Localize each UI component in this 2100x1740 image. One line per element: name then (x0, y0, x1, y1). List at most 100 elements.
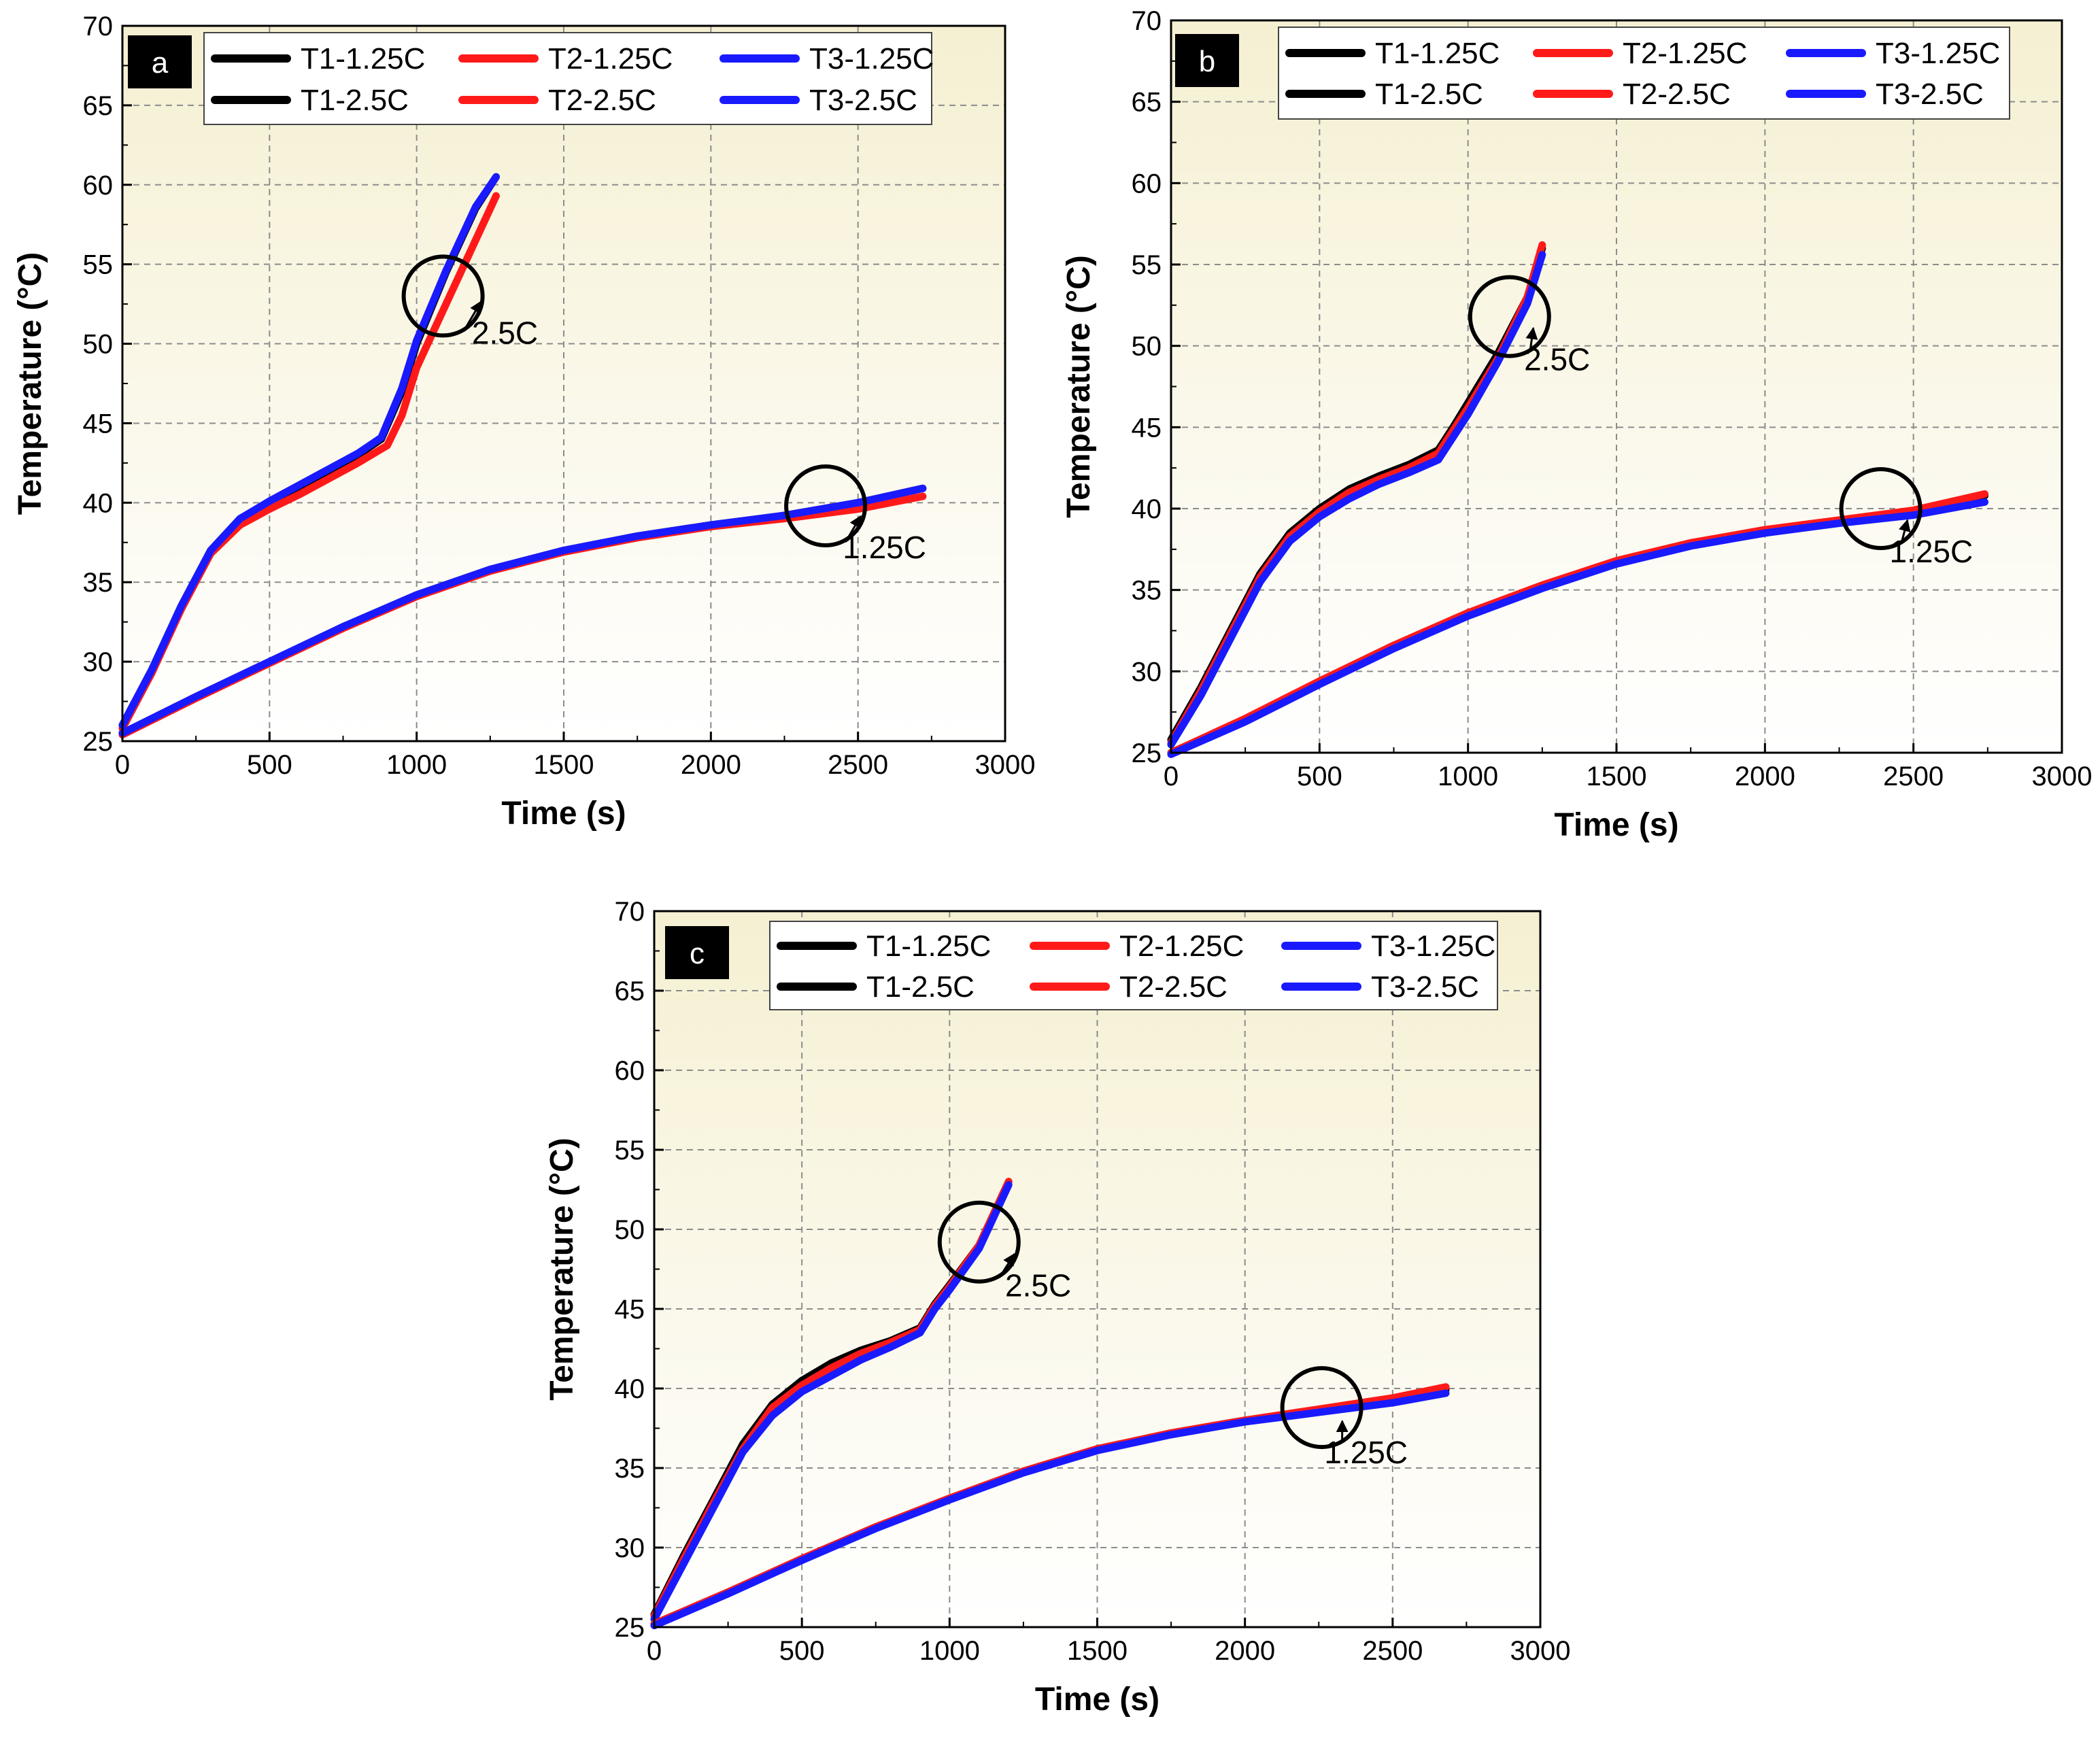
panel-label-box (1175, 34, 1239, 87)
panel-label: c (690, 937, 705, 970)
annotation-arrow (845, 515, 862, 542)
y-tick-label: 50 (1132, 332, 1162, 362)
y-tick-label: 50 (83, 330, 114, 360)
series-line-T3-2.5C (650, 1181, 1013, 1623)
legend-entry-label: T1-1.25C (301, 42, 425, 75)
y-tick-label: 45 (83, 409, 114, 439)
annotation-label: 2.5C (1005, 1267, 1071, 1303)
annotation-circle (401, 254, 485, 338)
legend-entry-label: T1-2.5C (1375, 78, 1483, 111)
y-tick-label: 30 (615, 1533, 645, 1563)
legend-entry-label: T2-2.5C (1119, 970, 1227, 1004)
panel-label: a (152, 46, 169, 80)
chart-panel-a: 0 500 1000 1500 2000 2500 3000 25 30 35 40 45 50 55 60… (12, 12, 1035, 832)
y-tick-label: 70 (1132, 6, 1162, 36)
x-axis-title: Time (s) (501, 796, 626, 832)
annotation-label: 2.5C (1524, 342, 1590, 377)
plot-area (122, 26, 1005, 741)
annotation-arrow (1899, 519, 1911, 545)
legend-entry-label: T1-2.5C (866, 970, 975, 1004)
plot-area (654, 911, 1540, 1627)
annotation-circle (784, 464, 868, 548)
x-tick-label: 0 (1164, 762, 1179, 791)
y-tick-label: 65 (83, 91, 114, 121)
legend-entry-label: T2-1.25C (548, 42, 673, 75)
x-tick-label: 500 (1297, 762, 1342, 791)
y-tick-label: 55 (615, 1136, 645, 1165)
y-tick-label: 70 (83, 12, 114, 41)
panel-label-box (128, 35, 192, 88)
y-tick-label: 65 (615, 976, 645, 1006)
x-tick-label: 3000 (1510, 1636, 1571, 1666)
chart-panel-b: 0 500 1000 1500 2000 2500 3000 25 30 35 40 45 50 55 60… (1061, 6, 2092, 843)
y-tick-label: 25 (83, 727, 114, 757)
series-line-T3-2.5C (118, 173, 500, 730)
y-tick-label: 50 (615, 1215, 645, 1245)
y-tick-label: 60 (615, 1056, 645, 1086)
annotation-arrow (998, 1252, 1015, 1278)
legend-box (769, 921, 1498, 1010)
legend-entry-label: T3-2.5C (1876, 78, 1984, 111)
legend-entry-label: T3-1.25C (1876, 37, 2000, 70)
y-tick-label: 55 (1132, 250, 1162, 280)
x-tick-label: 2000 (681, 750, 741, 780)
y-tick-label: 65 (1132, 88, 1162, 118)
y-tick-label: 30 (1132, 657, 1162, 687)
legend-entry-label: T2-1.25C (1119, 929, 1244, 963)
legend-entry-label: T1-1.25C (866, 929, 991, 963)
x-tick-label: 2500 (828, 750, 888, 780)
legend-entry-label: T3-2.5C (809, 84, 917, 117)
y-tick-label: 25 (615, 1613, 645, 1643)
y-tick-label: 40 (83, 488, 114, 518)
legend-entry-label: T2-2.5C (1623, 78, 1731, 111)
y-tick-label: 35 (1132, 576, 1162, 606)
x-axis-title: Time (s) (1035, 1682, 1159, 1718)
legend-entry-label: T2-2.5C (548, 84, 656, 117)
panel-label: b (1199, 45, 1215, 78)
legend: T1-1.25C T2-1.25C T3-1.25C T1-2.5C T2-2.5C T3… (769, 921, 1498, 1010)
series-line-T3-2.5C (1167, 251, 1546, 749)
legend-entry-label: T3-1.25C (809, 42, 934, 75)
x-tick-label: 1500 (534, 750, 594, 780)
annotation-circle (937, 1200, 1021, 1284)
x-tick-label: 3000 (975, 750, 1036, 780)
x-tick-label: 0 (647, 1636, 662, 1666)
y-tick-label: 45 (615, 1295, 645, 1325)
y-axis-title: Temperature (°C) (12, 252, 48, 515)
y-tick-label: 35 (615, 1454, 645, 1484)
y-tick-label: 45 (1132, 413, 1162, 443)
series-line-T3-1.25C (118, 484, 927, 737)
annotation-arrow (1525, 326, 1538, 352)
legend-entry-label: T1-2.5C (301, 84, 409, 117)
x-tick-label: 2500 (1883, 762, 1944, 791)
x-tick-label: 2500 (1362, 1636, 1423, 1666)
annotation-label: 2.5C (472, 315, 538, 351)
legend-entry-label: T3-1.25C (1371, 929, 1495, 963)
series-line-T3-1.25C (650, 1389, 1450, 1630)
legend: T1-1.25C T2-1.25C T3-1.25C T1-2.5C T2-2.5C T3… (203, 32, 934, 125)
legend-box (1278, 27, 2010, 120)
legend-entry-label: T1-1.25C (1375, 37, 1500, 70)
annotation-circle (1839, 467, 1923, 550)
y-tick-label: 60 (83, 171, 114, 201)
x-axis-title: Time (s) (1554, 807, 1678, 843)
annotation-circle (1280, 1366, 1364, 1450)
x-tick-label: 1000 (386, 750, 447, 780)
annotation-arrow (462, 301, 482, 332)
legend-entry-label: T2-1.25C (1623, 37, 1747, 70)
y-axis-title: Temperature (°C) (544, 1138, 580, 1400)
x-tick-label: 1500 (1067, 1636, 1128, 1666)
x-tick-label: 1000 (1438, 762, 1498, 791)
y-tick-label: 60 (1132, 169, 1162, 199)
y-tick-label: 40 (615, 1374, 645, 1404)
x-tick-label: 500 (779, 1636, 825, 1666)
legend-box (203, 32, 932, 125)
x-tick-label: 1000 (919, 1636, 980, 1666)
annotation-label: 1.25C (1889, 534, 1973, 569)
x-tick-label: 2000 (1735, 762, 1795, 791)
annotation-label: 1.25C (843, 530, 926, 565)
legend-entry-label: T3-2.5C (1371, 970, 1479, 1004)
x-tick-label: 0 (115, 750, 130, 780)
y-tick-label: 55 (83, 250, 114, 280)
